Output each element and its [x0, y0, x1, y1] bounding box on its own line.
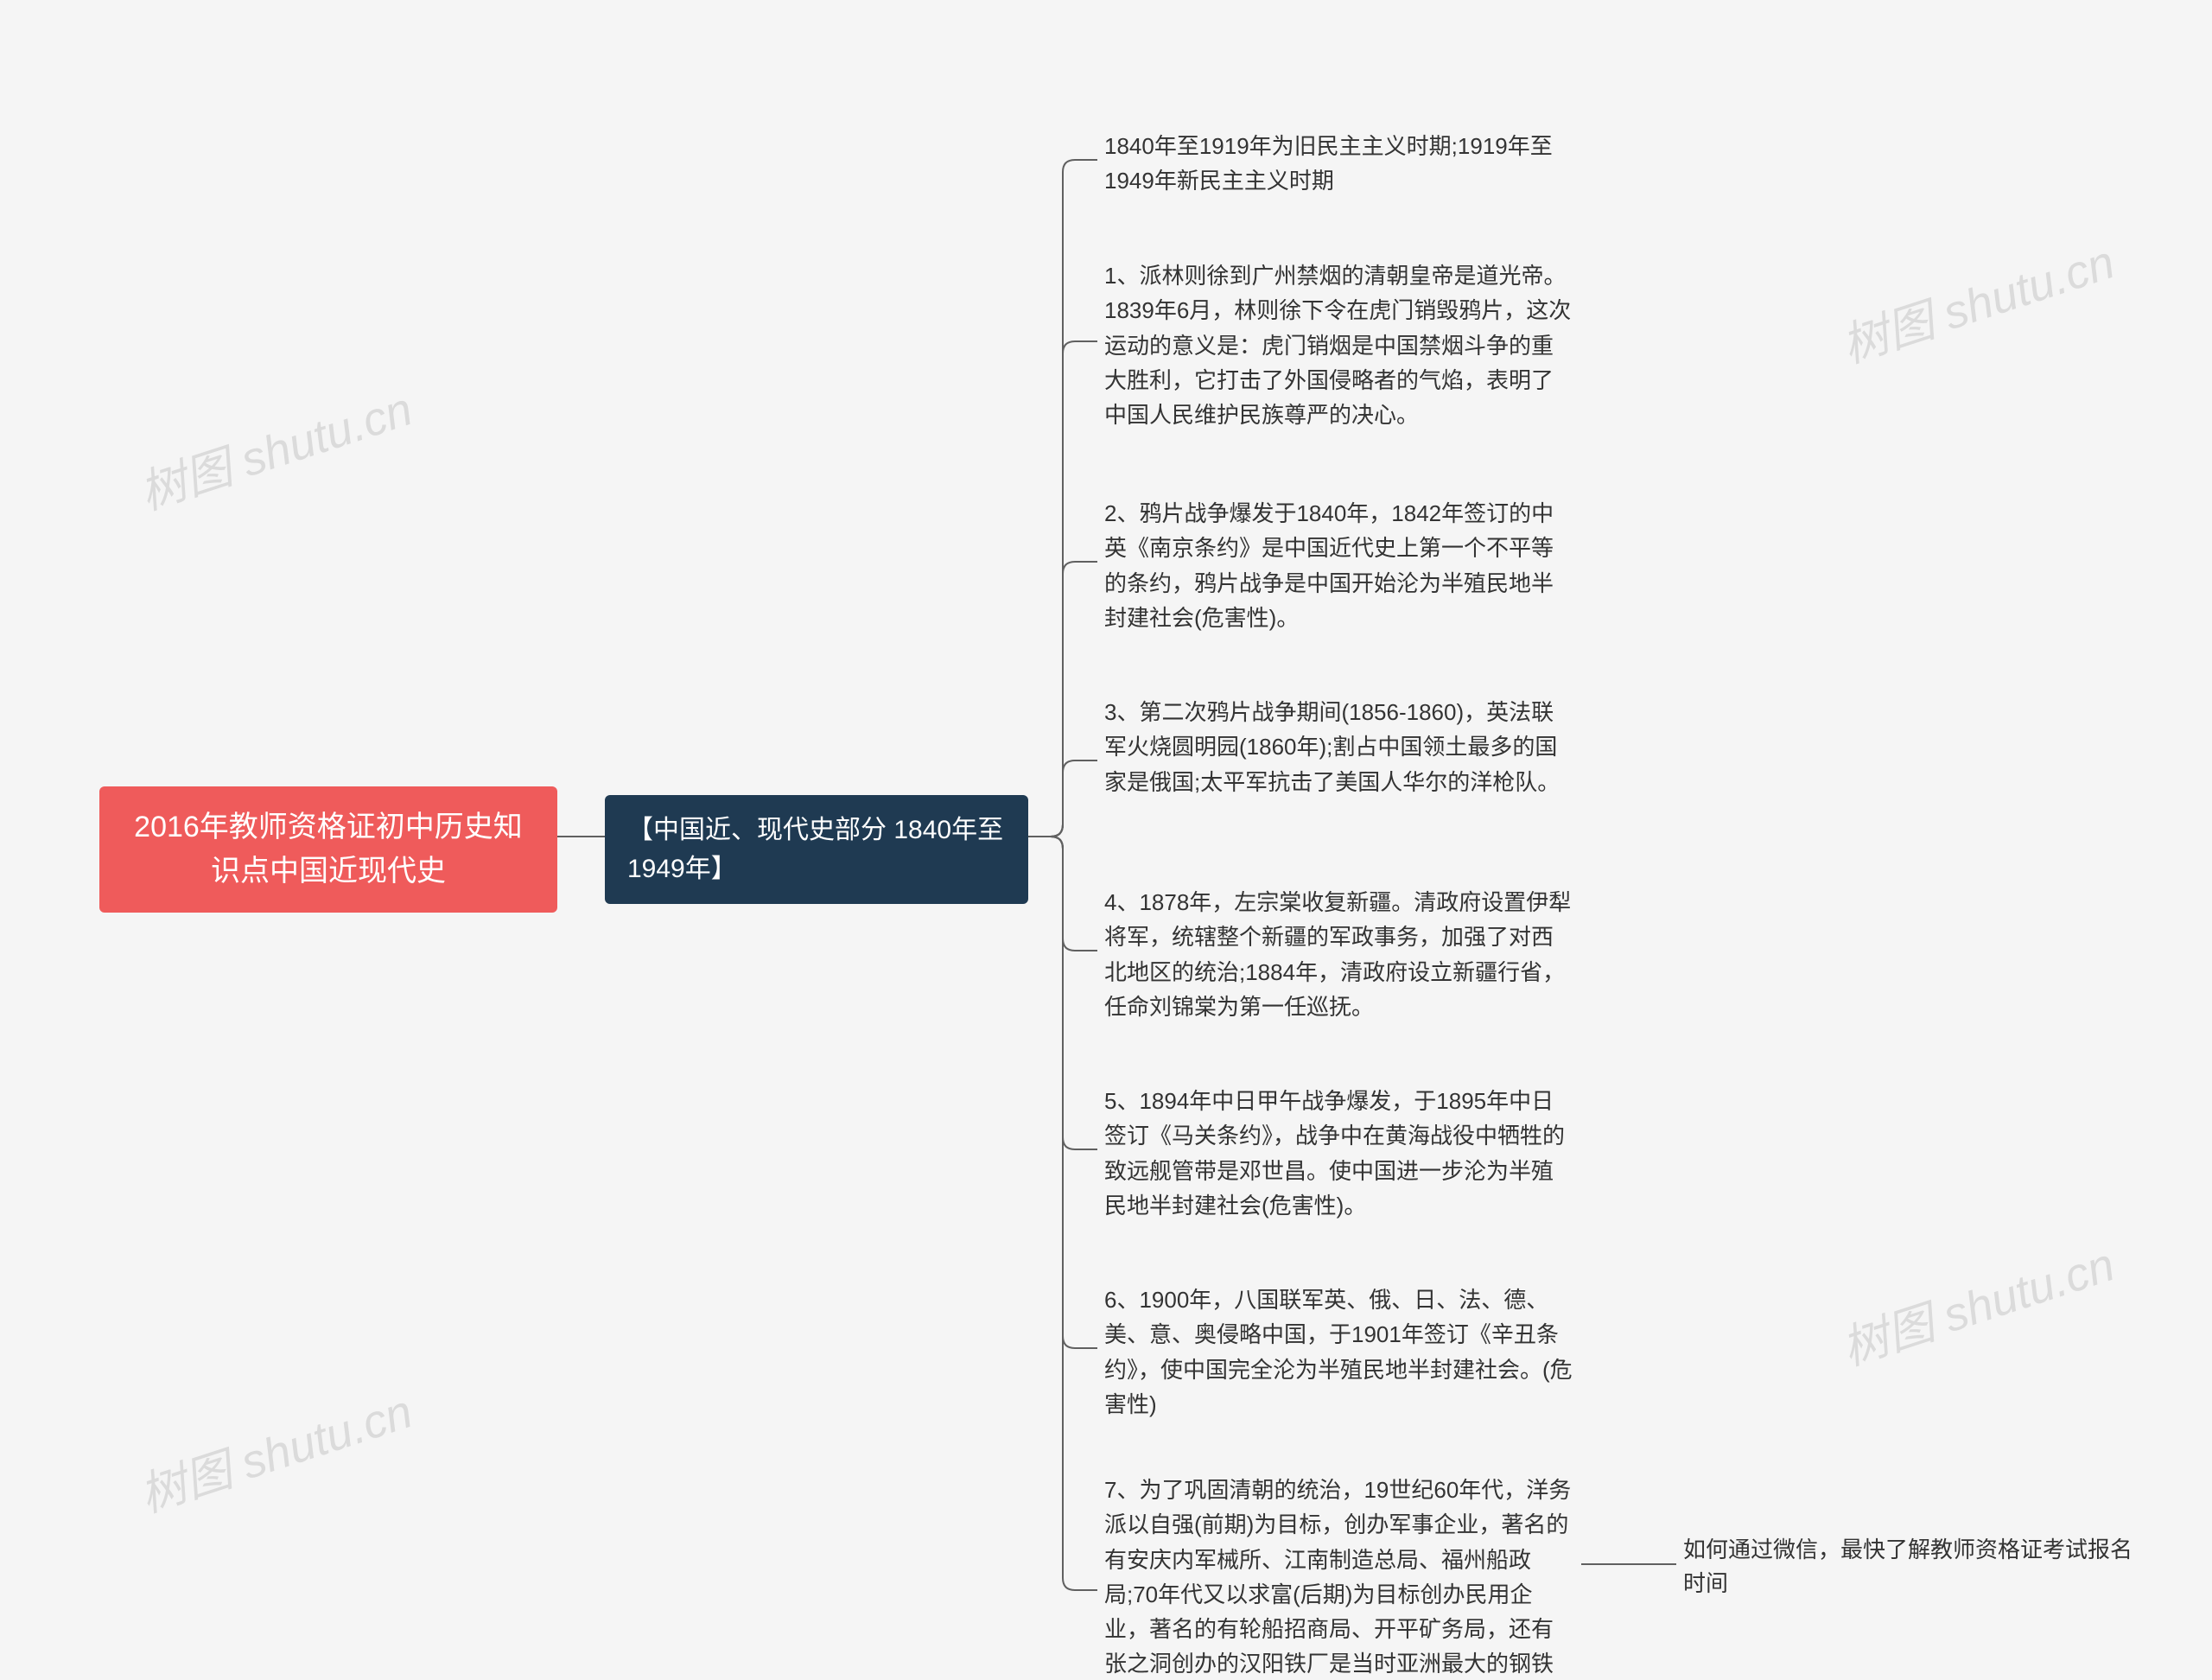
leaf-node[interactable]: 4、1878年，左宗棠收复新疆。清政府设置伊犁将军，统辖整个新疆的军政事务，加强… [1097, 881, 1581, 1028]
leaf-node[interactable]: 7、为了巩固清朝的统治，19世纪60年代，洋务派以自强(前期)为目标，创办军事企… [1097, 1469, 1581, 1680]
leaf-label: 1、派林则徐到广州禁烟的清朝皇帝是道光帝。1839年6月，林则徐下令在虎门销毁鸦… [1104, 263, 1571, 428]
leaf-label: 1840年至1919年为旧民主主义时期;1919年至1949年新民主主义时期 [1104, 133, 1553, 194]
leaf-label: 4、1878年，左宗棠收复新疆。清政府设置伊犁将军，统辖整个新疆的军政事务，加强… [1104, 889, 1571, 1020]
subleaf-node[interactable]: 如何通过微信，最快了解教师资格证考试报名时间 [1676, 1530, 2143, 1604]
watermark: 树图 shutu.cn [130, 1373, 420, 1525]
leaf-node[interactable]: 5、1894年中日甲午战争爆发，于1895年中日签订《马关条约》，战争中在黄海战… [1097, 1080, 1581, 1226]
leaf-node[interactable]: 6、1900年，八国联军英、俄、日、法、德、美、意、奥侵略中国，于1901年签订… [1097, 1279, 1581, 1425]
leaf-label: 3、第二次鸦片战争期间(1856-1860)，英法联军火烧圆明园(1860年);… [1104, 699, 1560, 795]
root-label: 2016年教师资格证初中历史知识点中国近现代史 [134, 811, 523, 888]
section-label: 【中国近、现代史部分 1840年至1949年】 [627, 816, 1003, 883]
subleaf-label: 如何通过微信，最快了解教师资格证考试报名时间 [1683, 1537, 2133, 1596]
leaf-node[interactable]: 2、鸦片战争爆发于1840年，1842年签订的中英《南京条约》是中国近代史上第一… [1097, 493, 1581, 639]
leaf-node[interactable]: 1、派林则徐到广州禁烟的清朝皇帝是道光帝。1839年6月，林则徐下令在虎门销毁鸦… [1097, 255, 1581, 436]
leaf-node[interactable]: 3、第二次鸦片战争期间(1856-1860)，英法联军火烧圆明园(1860年);… [1097, 691, 1581, 803]
leaf-label: 7、为了巩固清朝的统治，19世纪60年代，洋务派以自强(前期)为目标，创办军事企… [1104, 1477, 1571, 1680]
root-node[interactable]: 2016年教师资格证初中历史知识点中国近现代史 [99, 786, 557, 913]
leaf-label: 2、鸦片战争爆发于1840年，1842年签订的中英《南京条约》是中国近代史上第一… [1104, 500, 1554, 631]
watermark: 树图 shutu.cn [1832, 224, 2122, 376]
section-node[interactable]: 【中国近、现代史部分 1840年至1949年】 [605, 795, 1028, 904]
mindmap-canvas: 树图 shutu.cn 树图 shutu.cn 树图 shutu.cn 树图 s… [0, 0, 2212, 1680]
leaf-label: 6、1900年，八国联军英、俄、日、法、德、美、意、奥侵略中国，于1901年签订… [1104, 1287, 1573, 1417]
watermark: 树图 shutu.cn [130, 371, 420, 523]
leaf-node[interactable]: 1840年至1919年为旧民主主义时期;1919年至1949年新民主主义时期 [1097, 125, 1581, 202]
leaf-label: 5、1894年中日甲午战争爆发，于1895年中日签订《马关条约》，战争中在黄海战… [1104, 1088, 1565, 1219]
watermark: 树图 shutu.cn [1832, 1226, 2122, 1378]
